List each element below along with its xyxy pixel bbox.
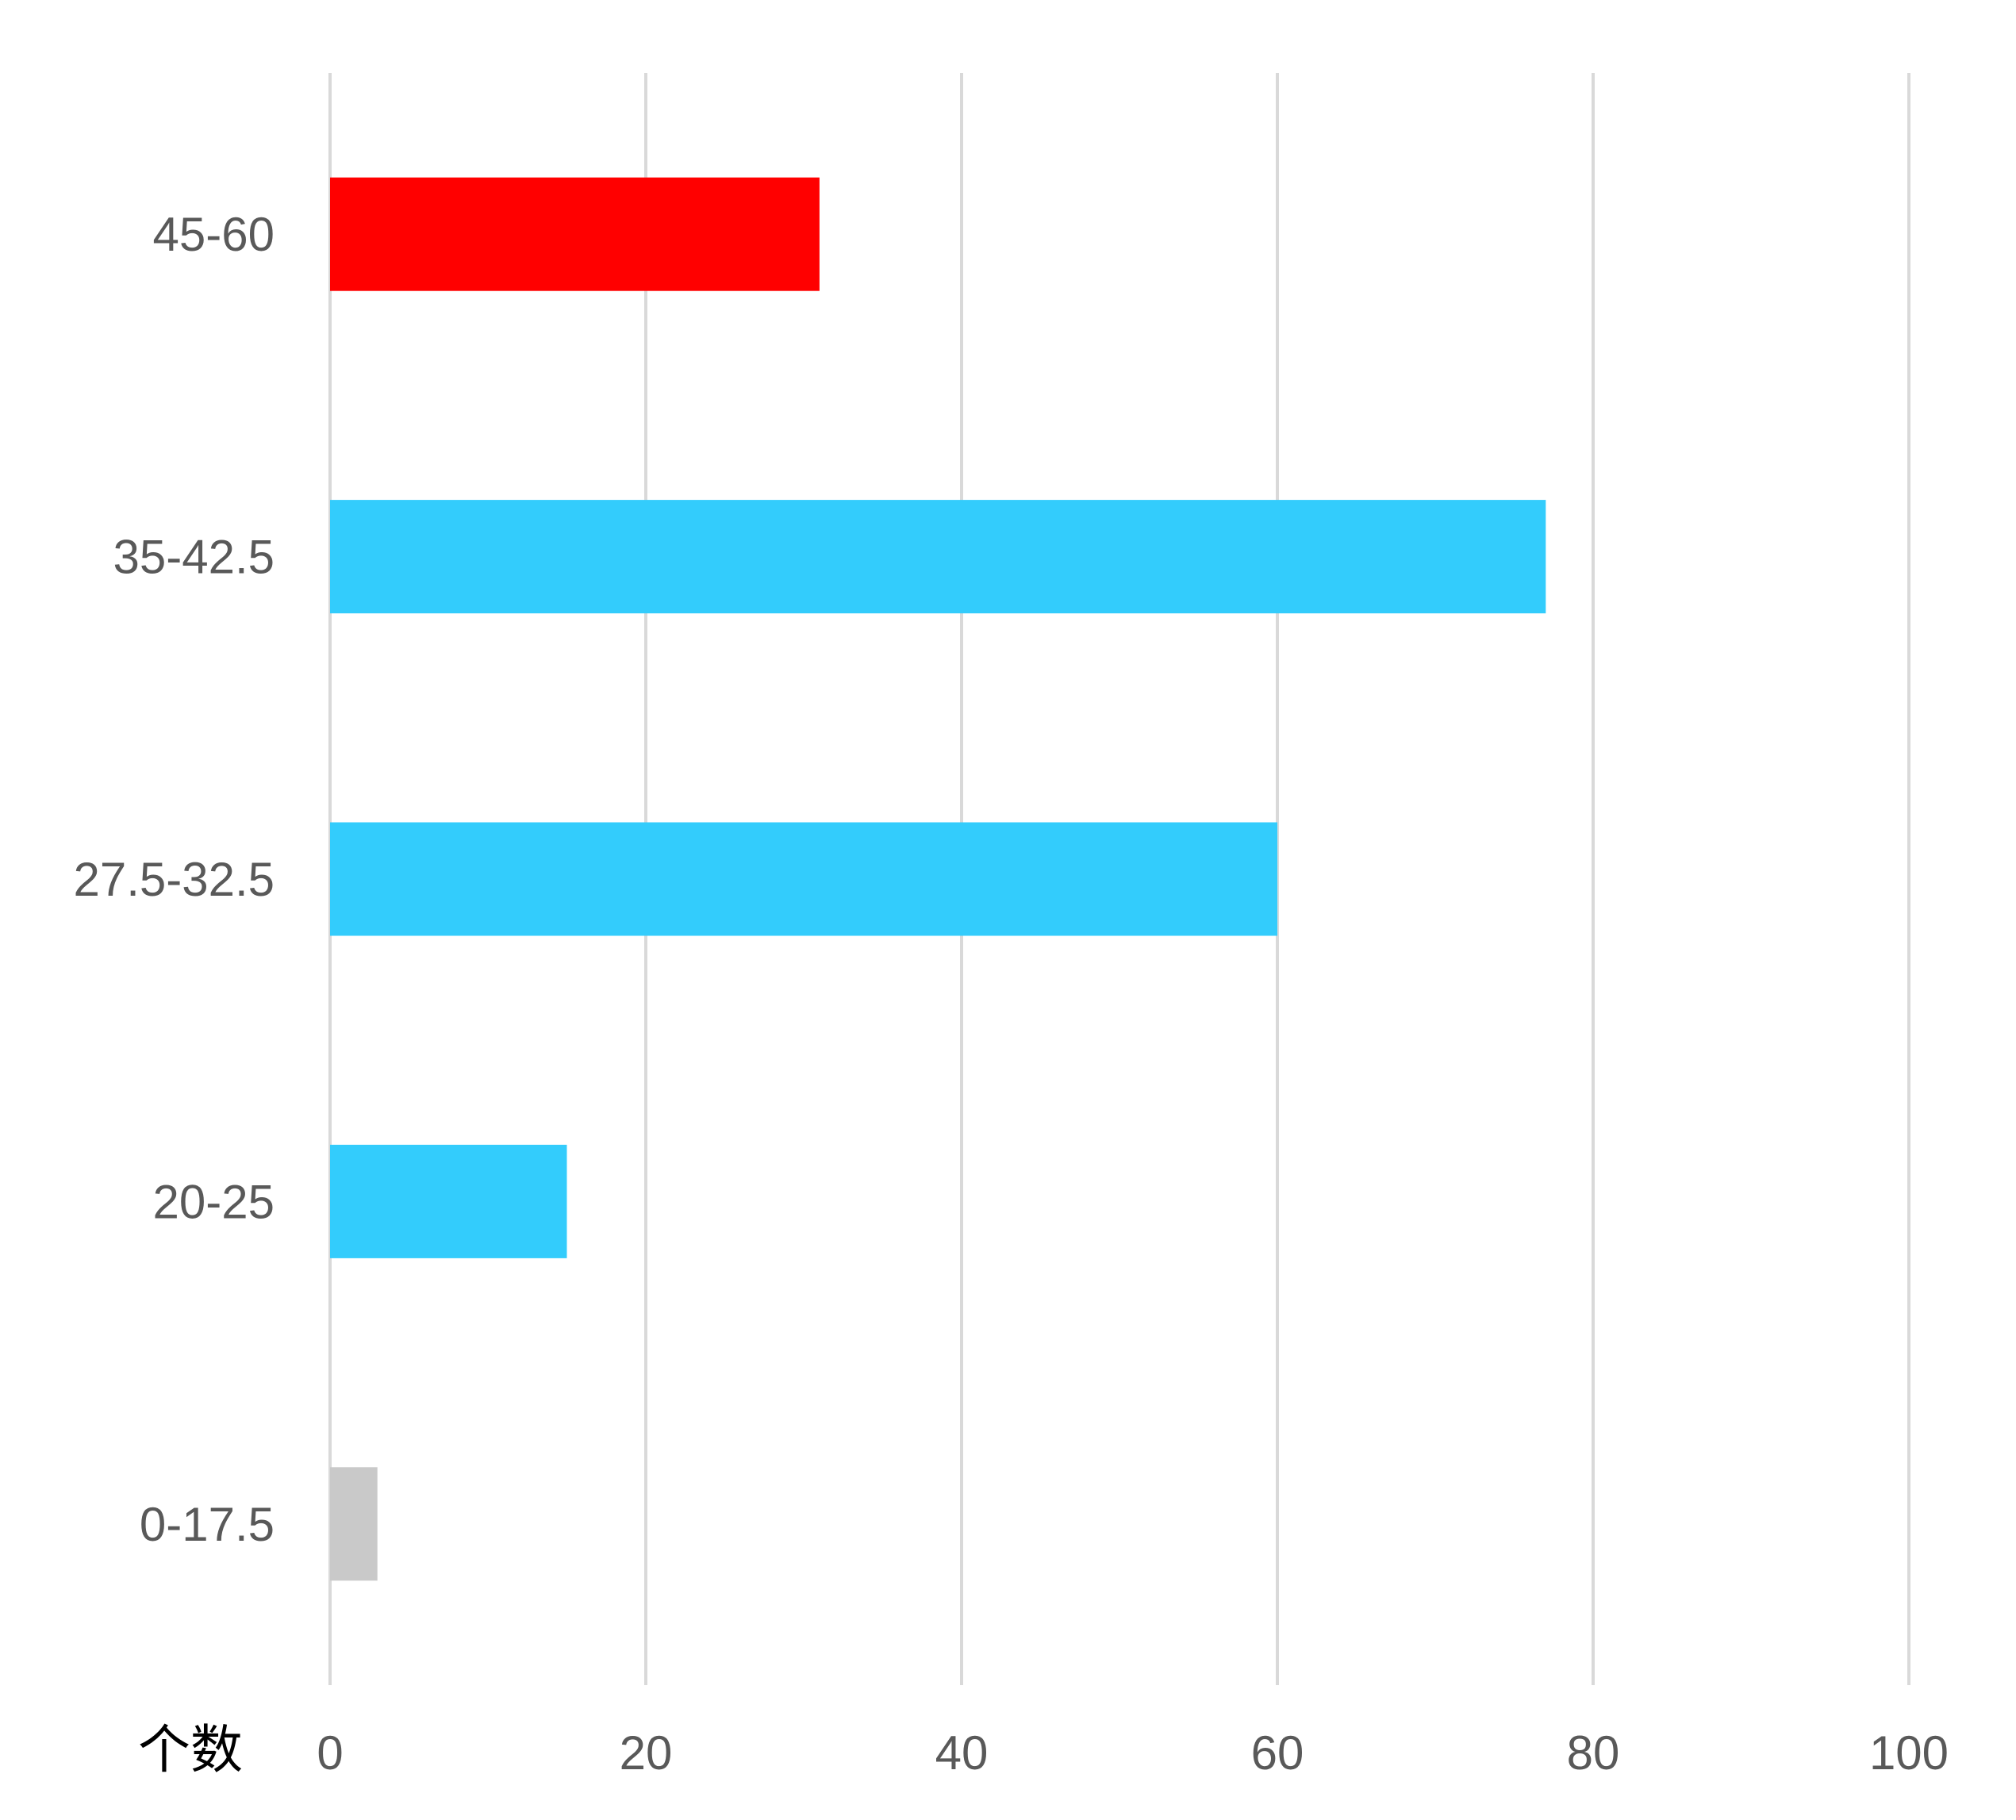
category-label: 0-17.5 <box>140 1498 275 1551</box>
category-label: 27.5-32.5 <box>73 853 275 906</box>
bars <box>330 177 1546 1581</box>
bar-0-17.5 <box>330 1467 378 1581</box>
bar-20-25 <box>330 1144 567 1258</box>
x-tick-label: 0 <box>317 1726 343 1780</box>
x-tick-label: 40 <box>935 1726 989 1780</box>
bar-45-60 <box>330 177 820 291</box>
category-label: 45-60 <box>153 208 275 261</box>
category-label: 20-25 <box>153 1175 275 1228</box>
x-tick-label: 80 <box>1567 1726 1620 1780</box>
x-tick-labels: 0 20 40 60 80 100 <box>317 1726 1949 1780</box>
bar-27.5-32.5 <box>330 822 1277 936</box>
x-tick-label: 20 <box>620 1726 673 1780</box>
bar-35-42.5 <box>330 500 1546 614</box>
x-tick-label: 60 <box>1251 1726 1304 1780</box>
x-tick-label: 100 <box>1869 1726 1949 1780</box>
category-labels: 0-17.5 20-25 27.5-32.5 35-42.5 45-60 <box>73 208 275 1551</box>
x-axis-unit-label: 个数 <box>138 1719 243 1780</box>
category-label: 35-42.5 <box>113 531 275 584</box>
